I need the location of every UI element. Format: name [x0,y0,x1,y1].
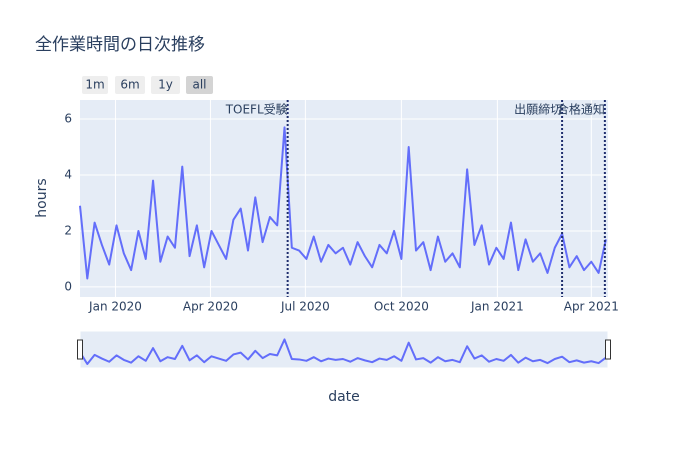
x-tick-label: Jan 2020 [88,300,142,314]
annotation-text: 出願締切 [514,102,562,117]
annotation-text: TOEFL受験 [225,102,288,117]
chart-title: 全作業時間の日次推移 [35,35,205,55]
y-tick-label: 2 [64,223,72,237]
button-bg[interactable] [115,76,145,94]
slider-bg [79,330,609,369]
y-tick-label: 0 [64,279,72,293]
button-bg[interactable] [82,76,108,94]
button-label[interactable]: all [192,78,206,92]
button-label[interactable]: 6m [120,78,139,92]
button-bg[interactable] [151,76,180,94]
series-line [79,126,607,280]
range-button[interactable]: all [186,76,213,94]
x-tick-label: Jul 2020 [280,300,330,314]
x-tick-label: Apr 2020 [183,300,238,314]
range-button[interactable]: 1y [151,76,180,94]
button-label[interactable]: 1m [85,78,104,92]
slider-handle[interactable] [77,339,83,360]
x-tick-label: Jan 2021 [470,300,524,314]
y-axis-title: hours [34,178,50,217]
y-tick-label: 4 [64,167,72,181]
slider-line [79,338,607,365]
slider-handle[interactable] [605,339,611,360]
button-bg[interactable] [186,76,213,94]
x-tick-label: Oct 2020 [374,300,429,314]
annotation-text: 合格通知 [557,102,605,117]
x-axis-title: date [328,389,360,405]
button-label[interactable]: 1y [158,78,173,92]
plot-bg [80,100,608,297]
x-tick-label: Apr 2021 [564,300,619,314]
range-button[interactable]: 6m [115,76,145,94]
range-button[interactable]: 1m [82,76,108,94]
y-tick-label: 6 [64,112,72,126]
